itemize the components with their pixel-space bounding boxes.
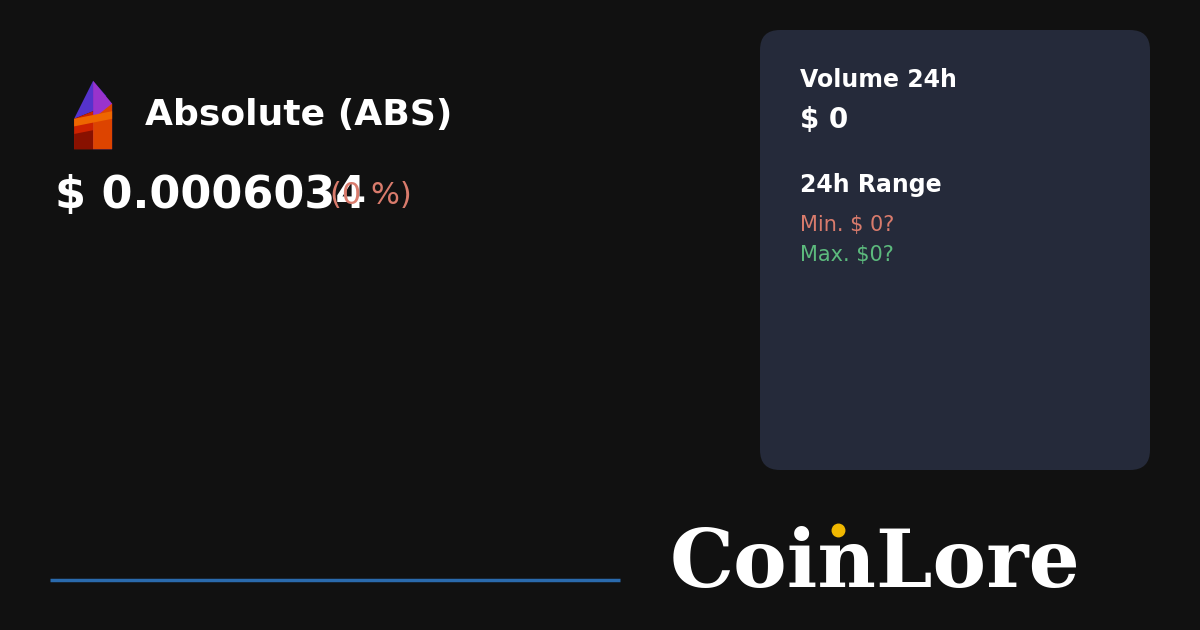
Text: Min. $ 0?: Min. $ 0? (800, 215, 894, 235)
Text: $ 0: $ 0 (800, 106, 848, 134)
Text: (0 %): (0 %) (330, 181, 412, 210)
Polygon shape (74, 112, 112, 127)
Text: CoinLore: CoinLore (670, 526, 1081, 604)
Text: Volume 24h: Volume 24h (800, 68, 956, 92)
Text: Absolute (ABS): Absolute (ABS) (145, 98, 452, 132)
Polygon shape (74, 130, 94, 149)
FancyBboxPatch shape (760, 30, 1150, 470)
Polygon shape (74, 81, 94, 119)
Polygon shape (94, 103, 112, 149)
Polygon shape (74, 112, 94, 149)
Polygon shape (94, 81, 112, 149)
Text: $ 0.0006034: $ 0.0006034 (55, 173, 366, 217)
Text: 24h Range: 24h Range (800, 173, 942, 197)
Text: Max. $0?: Max. $0? (800, 245, 894, 265)
Polygon shape (94, 81, 107, 112)
